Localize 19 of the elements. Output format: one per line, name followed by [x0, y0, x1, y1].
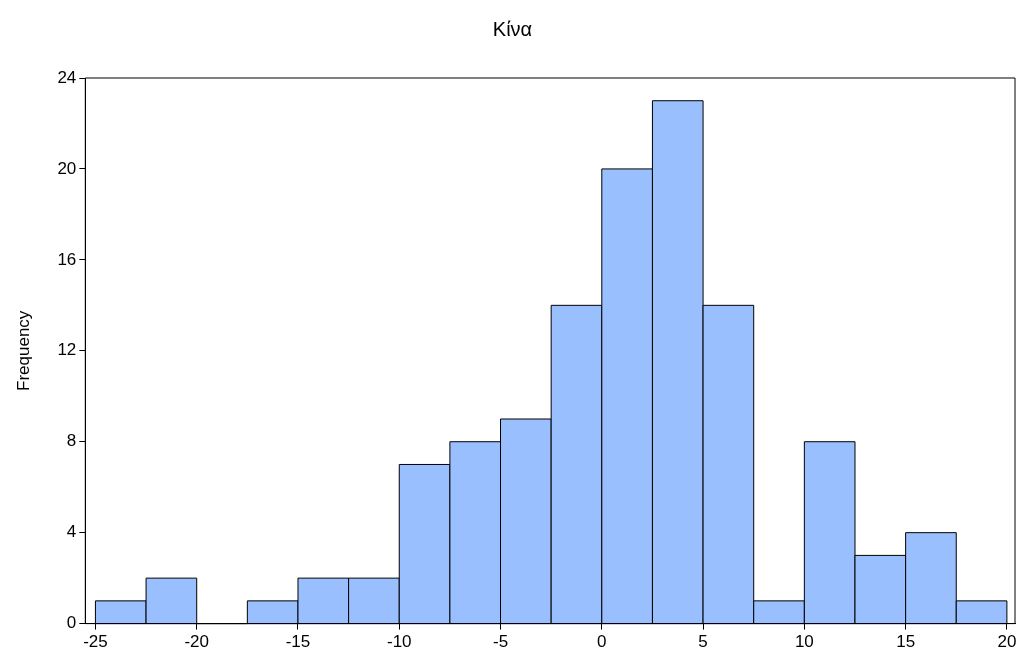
- x-tick-label: 10: [794, 632, 814, 652]
- x-tick-label: -5: [492, 632, 509, 652]
- y-tick-label: 24: [57, 67, 77, 87]
- x-tick-label: -10: [386, 632, 412, 652]
- y-tick-label: 12: [57, 340, 77, 360]
- y-tick-label: 16: [57, 249, 77, 269]
- x-tick-label: 15: [896, 632, 916, 652]
- x-tick-label: 0: [597, 632, 607, 652]
- y-tick-label: 8: [66, 431, 77, 451]
- x-tick-label: 5: [698, 632, 708, 652]
- x-tick-label: -20: [184, 632, 209, 652]
- chart-title: Κίνα: [492, 17, 533, 40]
- x-tick-label: -15: [285, 632, 311, 652]
- y-tick-label: 0: [66, 613, 77, 633]
- y-tick-label: 4: [66, 522, 77, 542]
- y-tick-label: 20: [57, 158, 77, 178]
- y-axis-title: Frequency: [13, 310, 33, 391]
- x-tick-label: 20: [997, 632, 1017, 652]
- x-tick-label: -25: [83, 632, 108, 652]
